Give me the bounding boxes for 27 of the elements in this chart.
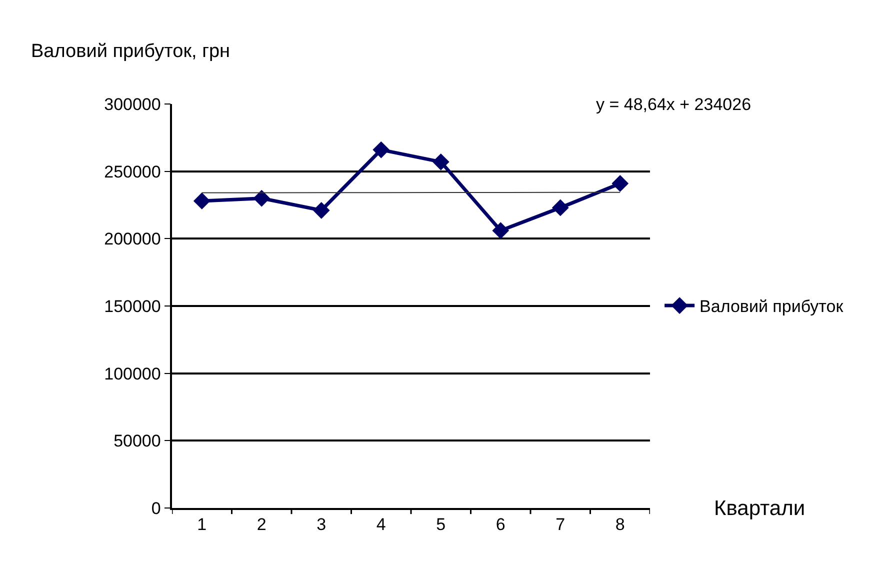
point — [552, 199, 569, 216]
y-tick-label: 100000 — [104, 364, 161, 384]
point — [312, 202, 330, 219]
point — [253, 190, 270, 207]
x-tick-label: 7 — [556, 515, 566, 534]
annotation: y = 48,64x + 234026 — [596, 95, 752, 114]
point — [492, 222, 510, 240]
point — [372, 141, 390, 158]
x-tick-label: 8 — [615, 515, 625, 534]
y-tick-label: 50000 — [114, 432, 161, 451]
x-tick-label: 3 — [316, 515, 326, 534]
y-tick-label: 150000 — [104, 296, 161, 316]
x-axis-title: Квартали — [714, 497, 806, 520]
x-tick-label: 5 — [436, 515, 446, 534]
x-tick-label: 1 — [197, 515, 207, 534]
point — [432, 153, 450, 170]
y-tick-label: 200000 — [104, 230, 161, 249]
legend-label: Валовий прибуток — [700, 297, 844, 316]
x-tick-label: 4 — [376, 515, 386, 534]
y-tick-label: 0 — [151, 498, 161, 518]
y-axis-title: Валовий прибуток, грн — [31, 41, 230, 62]
y-tick-label: 250000 — [104, 162, 161, 182]
x-tick-label: 2 — [256, 515, 266, 534]
x-tick-label: 6 — [496, 515, 506, 534]
point — [612, 175, 629, 192]
y-tick-label: 300000 — [104, 94, 161, 114]
point — [193, 192, 210, 210]
